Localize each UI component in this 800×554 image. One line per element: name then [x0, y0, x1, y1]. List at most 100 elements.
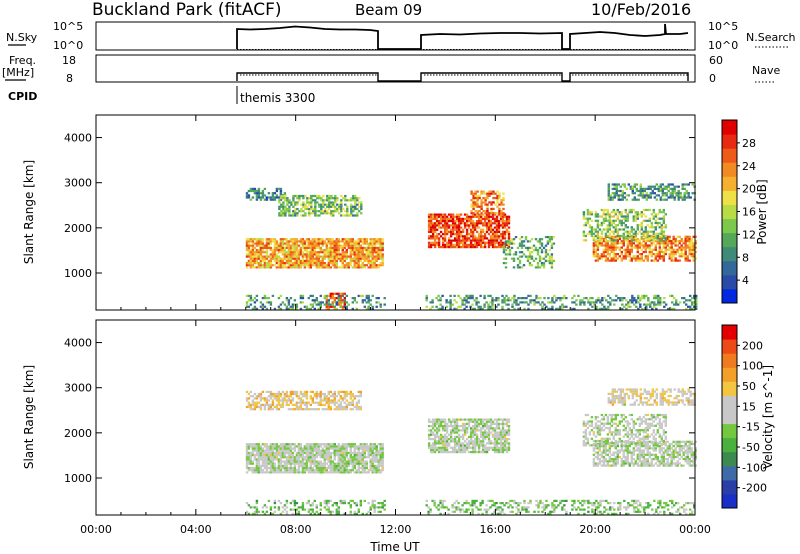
velocity-cell [309, 460, 312, 463]
power-cell [659, 297, 662, 300]
power-cell [499, 220, 503, 223]
power-cell [314, 203, 317, 206]
power-cell [481, 217, 485, 220]
power-cell [643, 294, 646, 297]
power-cell [520, 236, 524, 239]
power-cell [604, 259, 608, 262]
power-cell [606, 208, 609, 212]
velocity-cell [251, 471, 255, 474]
power-cell [251, 299, 255, 302]
power-cell [489, 243, 493, 246]
velocity-cell [319, 395, 322, 398]
power-cell [493, 222, 497, 225]
velocity-cell [309, 469, 312, 472]
power-cell [470, 192, 473, 195]
power-cell [491, 303, 494, 306]
power-cell [455, 237, 459, 240]
power-cell [492, 212, 495, 215]
power-cell [540, 262, 544, 265]
velocity-cell [337, 454, 340, 457]
velocity-cell [313, 456, 316, 459]
power-cell [247, 244, 251, 247]
power-cell [485, 215, 489, 218]
power-cell [280, 205, 283, 208]
power-cell [670, 259, 673, 262]
velocity-cell [257, 447, 261, 450]
power-cell [598, 237, 602, 241]
velocity-cell [453, 435, 457, 438]
power-cell [490, 203, 493, 206]
power-cell [666, 240, 669, 243]
velocity-cell [333, 462, 336, 465]
power-cell [584, 224, 588, 227]
power-cell [361, 266, 364, 269]
power-cell [299, 251, 303, 254]
power-cell [507, 217, 511, 220]
velocity-cell [279, 469, 283, 472]
power-cell [639, 303, 642, 306]
power-cell [282, 212, 285, 215]
power-cell [323, 262, 326, 265]
velocity-cell [281, 397, 285, 400]
power-cell [339, 244, 342, 247]
velocity-cell [349, 408, 352, 411]
power-cell [271, 194, 275, 197]
power-cell [292, 214, 295, 217]
velocity-cell [295, 454, 299, 457]
velocity-cell [263, 449, 267, 452]
velocity-cell [431, 422, 435, 425]
power-cell [303, 266, 307, 269]
power-cell [455, 228, 459, 231]
power-cell [493, 237, 497, 240]
power-cell [674, 250, 677, 254]
velocity-scatter-cells [245, 388, 697, 515]
velocity-cell [333, 449, 336, 452]
power-cell [443, 222, 447, 225]
power-cell [249, 297, 253, 300]
power-cell [675, 301, 678, 304]
power-cell [313, 242, 316, 245]
power-cell [321, 262, 324, 265]
power-cell [620, 221, 623, 225]
velocity-cell [355, 395, 358, 398]
power-cell [480, 207, 483, 210]
velocity-cell [443, 433, 447, 436]
power-cell [267, 196, 271, 199]
power-cell [475, 230, 479, 233]
power-cell [537, 301, 540, 304]
power-cell [297, 257, 301, 260]
velocity-cell [365, 464, 368, 467]
power-cell [344, 199, 347, 202]
power-cell [472, 197, 475, 200]
power-cell [635, 183, 638, 186]
power-cell [465, 213, 469, 216]
velocity-cell [287, 399, 291, 402]
power-cell [360, 203, 363, 206]
power-cell [339, 299, 342, 302]
power-cell [375, 238, 378, 241]
velocity-cell [285, 458, 289, 461]
power-cell [471, 228, 475, 231]
power-cell [613, 183, 616, 186]
power-cell [425, 305, 428, 308]
power-cell [487, 239, 491, 242]
power-cell [339, 301, 342, 304]
power-cell [367, 242, 370, 245]
power-cell [453, 246, 457, 249]
power-cell [315, 240, 318, 243]
power-cell [663, 194, 666, 197]
velocity-cell [351, 469, 354, 472]
power-cell [693, 305, 696, 308]
power-cell [251, 255, 255, 258]
power-cell [684, 237, 687, 241]
power-cell [332, 205, 335, 208]
power-cell [429, 235, 433, 238]
power-cell [661, 192, 664, 195]
velocity-cell [433, 429, 437, 432]
power-cell [247, 259, 251, 262]
power-cell [282, 203, 285, 206]
power-cell [443, 226, 447, 229]
power-cell [325, 301, 328, 304]
power-cell [297, 259, 301, 262]
power-cell [259, 253, 263, 256]
